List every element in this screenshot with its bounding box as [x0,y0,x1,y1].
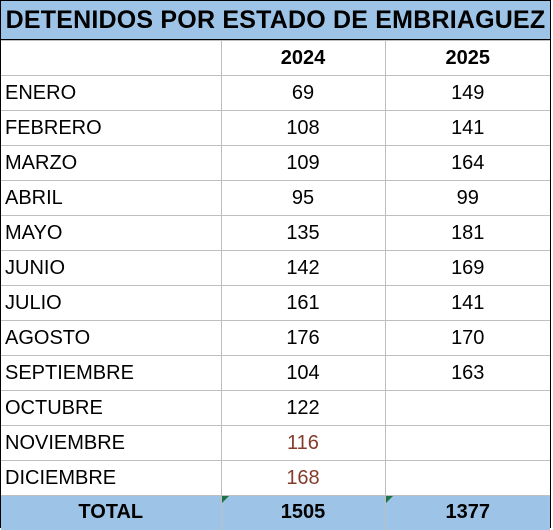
month-cell[interactable]: AGOSTO [1,320,222,356]
month-cell[interactable]: NOVIEMBRE [1,425,222,461]
table-row: JUNIO 142 169 [1,250,550,286]
header-row: 2024 2025 [1,40,550,76]
table-row: FEBRERO 108 141 [1,110,550,146]
header-cell-month[interactable] [1,40,222,76]
total-2024-cell[interactable]: 1505 [220,495,386,530]
value-2025-cell[interactable]: 99 [384,180,550,216]
value-2024-cell[interactable]: 122 [220,390,386,426]
value-2024-cell[interactable]: 108 [220,110,386,146]
month-cell[interactable]: JULIO [1,285,222,321]
value-2025-cell[interactable] [384,390,550,426]
value-2025-cell[interactable]: 169 [384,250,550,286]
month-cell[interactable]: JUNIO [1,250,222,286]
total-label-cell[interactable]: TOTAL [1,495,222,530]
comment-marker-icon [221,496,229,503]
data-table: 2024 2025 ENERO 69 149 FEBRERO 108 141 M… [1,40,550,530]
value-2025-cell[interactable] [384,460,550,496]
table-title: DETENIDOS POR ESTADO DE EMBRIAGUEZ [1,0,550,40]
value-2024-cell[interactable]: 95 [220,180,386,216]
value-2025-cell[interactable]: 181 [384,215,550,251]
table-row: DICIEMBRE 168 [1,460,550,496]
month-cell[interactable]: FEBRERO [1,110,222,146]
month-cell[interactable]: DICIEMBRE [1,460,222,496]
value-2024-cell[interactable]: 104 [220,355,386,391]
value-2025-cell[interactable]: 141 [384,285,550,321]
value-2025-cell[interactable]: 141 [384,110,550,146]
month-cell[interactable]: OCTUBRE [1,390,222,426]
value-2024-cell[interactable]: 161 [220,285,386,321]
table-row: OCTUBRE 122 [1,390,550,426]
total-2025-cell[interactable]: 1377 [384,495,550,530]
table-row: MAYO 135 181 [1,215,550,251]
value-2025-cell[interactable]: 149 [384,75,550,111]
value-2024-cell[interactable]: 135 [220,215,386,251]
value-2024-cell[interactable]: 176 [220,320,386,356]
total-2024-value: 1505 [280,501,326,524]
table-row: MARZO 109 164 [1,145,550,181]
value-2024-cell[interactable]: 116 [220,425,386,461]
comment-marker-icon [385,496,393,503]
table-row: ABRIL 95 99 [1,180,550,216]
total-row: TOTAL 1505 1377 [1,495,550,530]
month-cell[interactable]: ENERO [1,75,222,111]
header-cell-2024[interactable]: 2024 [220,40,386,76]
value-2024-cell[interactable]: 168 [220,460,386,496]
value-2024-cell[interactable]: 109 [220,145,386,181]
table-row: ENERO 69 149 [1,75,550,111]
table-row: SEPTIEMBRE 104 163 [1,355,550,391]
month-cell[interactable]: SEPTIEMBRE [1,355,222,391]
value-2025-cell[interactable] [384,425,550,461]
month-cell[interactable]: ABRIL [1,180,222,216]
month-cell[interactable]: MAYO [1,215,222,251]
value-2025-cell[interactable]: 170 [384,320,550,356]
header-cell-2025[interactable]: 2025 [384,40,550,76]
value-2024-cell[interactable]: 142 [220,250,386,286]
value-2025-cell[interactable]: 163 [384,355,550,391]
total-2025-value: 1377 [445,501,491,524]
table-row: NOVIEMBRE 116 [1,425,550,461]
value-2025-cell[interactable]: 164 [384,145,550,181]
month-cell[interactable]: MARZO [1,145,222,181]
table-row: JULIO 161 141 [1,285,550,321]
value-2024-cell[interactable]: 69 [220,75,386,111]
table-row: AGOSTO 176 170 [1,320,550,356]
